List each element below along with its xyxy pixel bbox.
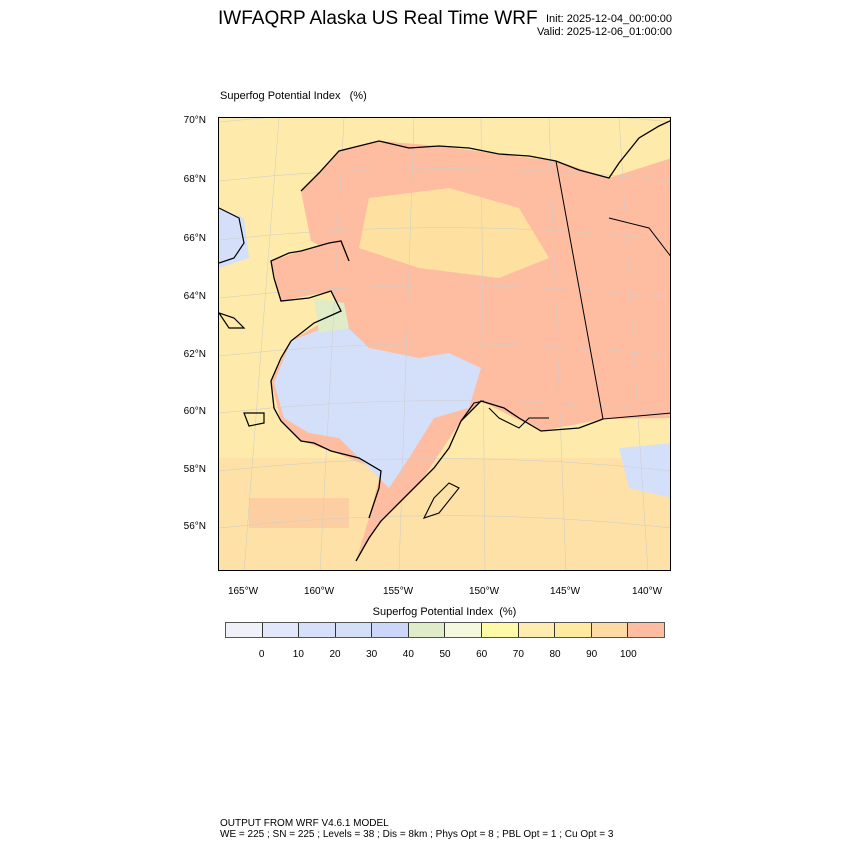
lat-label: 58°N bbox=[183, 464, 206, 475]
lat-label: 60°N bbox=[183, 406, 206, 417]
model-info-line2: WE = 225 ; SN = 225 ; Levels = 38 ; Dis … bbox=[220, 829, 614, 840]
lat-label: 62°N bbox=[183, 349, 206, 360]
lon-label: 145°W bbox=[549, 586, 581, 597]
model-info-line1: OUTPUT FROM WRF V4.6.1 MODEL bbox=[220, 818, 389, 829]
colorbar-label: 60 bbox=[476, 649, 488, 660]
low-index-region bbox=[274, 321, 481, 488]
colorbar-box bbox=[482, 623, 519, 637]
map-panel bbox=[218, 117, 671, 571]
colorbar-title: Superfog Potential Index (%) bbox=[372, 606, 517, 618]
colorbar-label: 30 bbox=[366, 649, 378, 660]
lat-label: 66°N bbox=[183, 233, 206, 244]
colorbar-label: 90 bbox=[586, 649, 598, 660]
plot-title: IWFAQRP Alaska US Real Time WRF bbox=[218, 8, 538, 29]
map-svg bbox=[219, 118, 670, 570]
lat-label: 70°N bbox=[183, 115, 206, 126]
lon-label: 155°W bbox=[382, 586, 414, 597]
colorbar-box bbox=[262, 623, 300, 637]
colorbar-box bbox=[299, 623, 336, 637]
colorbar-label: 100 bbox=[619, 649, 637, 660]
colorbar-box bbox=[628, 623, 664, 637]
colorbar-label: 40 bbox=[402, 649, 414, 660]
colorbar-box bbox=[591, 623, 629, 637]
lon-label: 160°W bbox=[303, 586, 335, 597]
valid-time: Valid: 2025-12-06_01:00:00 bbox=[537, 26, 672, 38]
colorbar-box bbox=[372, 623, 409, 637]
field-label: Superfog Potential Index (%) bbox=[220, 90, 367, 102]
model-info: OUTPUT FROM WRF V4.6.1 MODEL WE = 225 ; … bbox=[220, 818, 613, 840]
graticule bbox=[219, 118, 670, 570]
lon-label: 140°W bbox=[631, 586, 663, 597]
low-index-region-east bbox=[619, 443, 670, 498]
colorbar-label: 80 bbox=[549, 649, 561, 660]
land-yellow-patch bbox=[359, 188, 549, 278]
russia-coastline bbox=[219, 207, 265, 427]
colorbar bbox=[225, 622, 665, 638]
lon-label: 165°W bbox=[227, 586, 259, 597]
low-index-region-west bbox=[219, 208, 249, 268]
run-times: Init: 2025-12-04_00:00:00 Valid: 2025-12… bbox=[537, 13, 672, 39]
colorbar-box bbox=[555, 623, 592, 637]
colorbar-box bbox=[335, 623, 373, 637]
canada-border bbox=[555, 160, 670, 420]
lon-label: 150°W bbox=[468, 586, 500, 597]
ocean-orange-band bbox=[249, 498, 349, 528]
colorbar-label: 0 bbox=[258, 649, 265, 660]
colorbar-box bbox=[445, 623, 483, 637]
colorbar-box bbox=[518, 623, 556, 637]
init-time: Init: 2025-12-04_00:00:00 bbox=[546, 13, 672, 25]
kenai-coastline bbox=[422, 400, 549, 519]
colorbar-label: 70 bbox=[512, 649, 524, 660]
colorbar-box bbox=[408, 623, 446, 637]
lat-label: 56°N bbox=[183, 521, 206, 532]
colorbar-box bbox=[226, 623, 263, 637]
lat-label: 68°N bbox=[183, 174, 206, 185]
colorbar-label: 50 bbox=[439, 649, 451, 660]
colorbar-label: 20 bbox=[329, 649, 341, 660]
colorbar-label: 10 bbox=[292, 649, 304, 660]
lat-label: 64°N bbox=[183, 291, 206, 302]
